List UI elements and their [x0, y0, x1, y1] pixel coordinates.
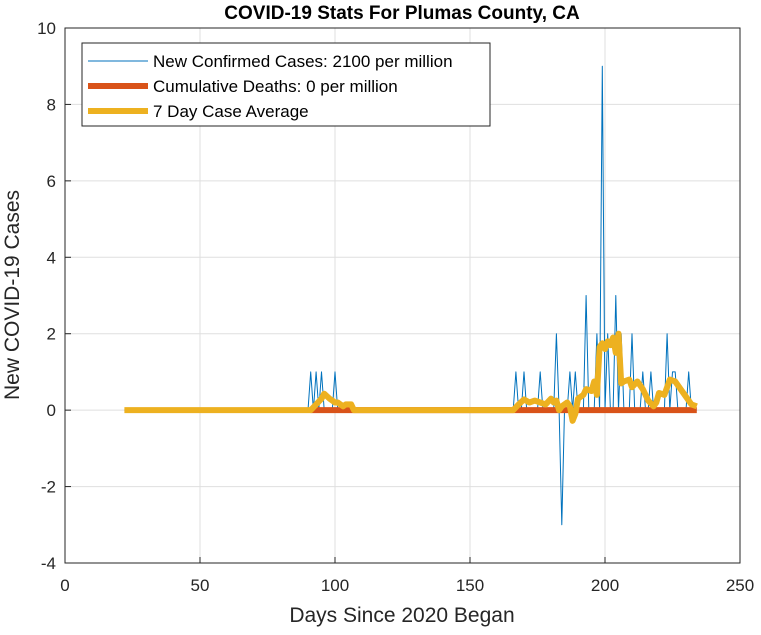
legend-box: [81, 42, 491, 127]
chart-title: COVID-19 Stats For Plumas County, CA: [224, 3, 580, 24]
y-tick-label: 6: [47, 172, 56, 191]
legend: New Confirmed Cases: 2100 per million Cu…: [81, 42, 491, 127]
y-tick-label: 10: [37, 19, 56, 38]
series-line-average: [124, 330, 698, 424]
legend-label-average: 7 Day Case Average: [153, 102, 309, 121]
y-tick-label: 2: [47, 325, 56, 344]
plot-frame: [64, 27, 741, 564]
x-tick-label: 0: [60, 576, 69, 595]
y-tick-label: 0: [47, 401, 56, 420]
y-tick-label: 4: [47, 248, 56, 267]
x-axis-label: Days Since 2020 Began: [289, 604, 514, 627]
x-tick-label: 150: [456, 576, 484, 595]
legend-label-deaths: Cumulative Deaths: 0 per million: [153, 77, 398, 96]
y-tick-label: -2: [41, 478, 56, 497]
y-tick-label: 8: [47, 95, 56, 114]
y-axis-label: New COVID-19 Cases: [1, 190, 24, 400]
legend-label-new-cases: New Confirmed Cases: 2100 per million: [153, 52, 453, 71]
x-tick-label: 200: [591, 576, 619, 595]
x-tick-label: 50: [191, 576, 210, 595]
x-tick-label: 250: [726, 576, 754, 595]
x-tick-label: 100: [321, 576, 349, 595]
series-layer: [124, 65, 698, 526]
y-tick-label: -4: [41, 554, 56, 573]
ticks: 0 50 100 150 200 250 -4 -2 0 2 4 6 8 10: [37, 19, 754, 595]
